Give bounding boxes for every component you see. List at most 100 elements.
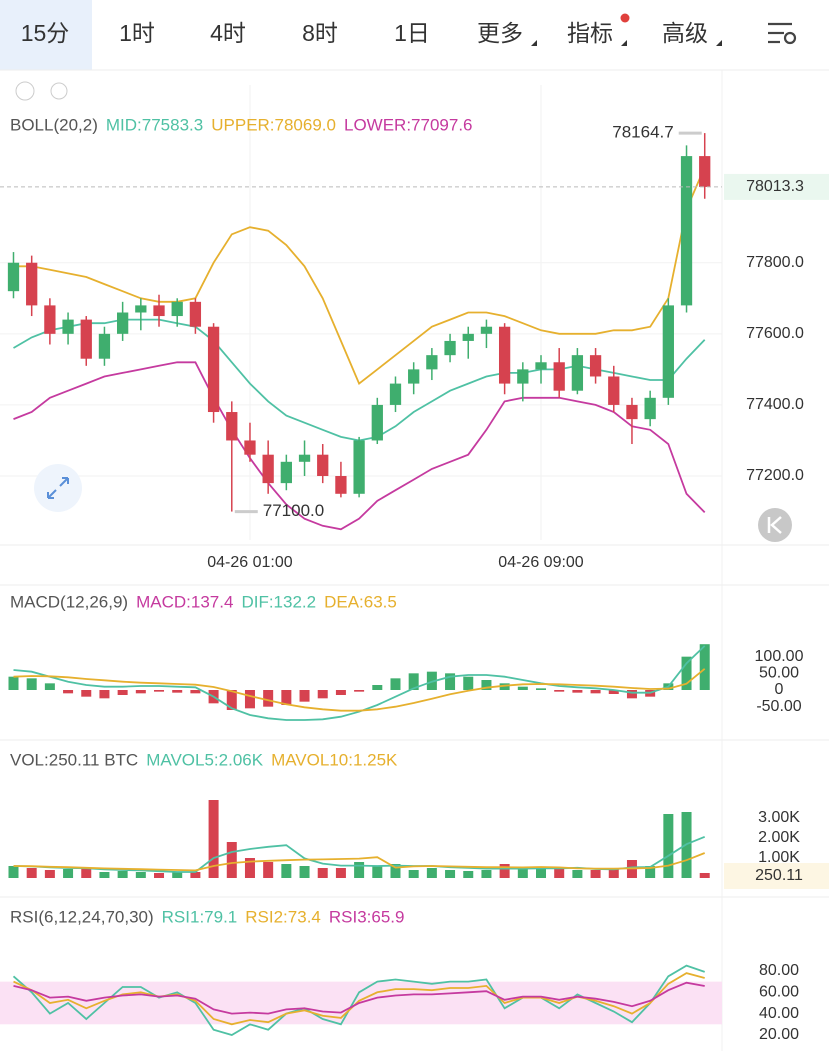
- candle-body: [371, 404, 383, 441]
- y-tick-label: 77200.0: [746, 467, 804, 484]
- expand-button[interactable]: [34, 464, 82, 512]
- legend-label: MAVOL10:1.25K: [271, 750, 398, 769]
- macd-bar: [8, 676, 19, 690]
- macd-bar: [81, 690, 92, 697]
- charts: 15分 1时 4时 8时 1日 更多 指标 高级 77200.0 77400.0 77600.0 77…: [0, 13, 829, 1043]
- candle-body: [62, 319, 74, 334]
- legend-label: RSI1:79.1: [162, 907, 238, 926]
- y-tick-label: 3.00K: [758, 809, 800, 826]
- macd-bar: [135, 690, 146, 694]
- y-tick-label: 77400.0: [746, 396, 804, 413]
- candle-body: [317, 454, 329, 477]
- settings-small-icon[interactable]: [50, 82, 68, 100]
- volume-bar: [499, 864, 510, 878]
- reset-button[interactable]: [758, 508, 792, 542]
- annotation-label: 78164.7: [612, 123, 673, 142]
- candle-body: [389, 383, 402, 405]
- volume-bar: [26, 868, 37, 878]
- volume-bar: [390, 864, 401, 878]
- candle-body: [480, 326, 493, 334]
- y-tick-label: 50.00: [759, 665, 799, 682]
- volume-bar: [481, 870, 492, 878]
- volume-bar: [135, 872, 146, 878]
- candle-body: [153, 305, 165, 317]
- tab[interactable]: 4时: [210, 20, 246, 46]
- candle-body: [116, 312, 129, 334]
- dropdown-caret: [621, 40, 627, 46]
- macd-bar: [44, 683, 55, 690]
- legend-label: MID:77583.3: [106, 115, 203, 134]
- candle-body: [26, 262, 38, 306]
- candle-body: [608, 376, 620, 405]
- macd-bar: [699, 644, 710, 690]
- settings-icon[interactable]: [768, 22, 797, 45]
- tab[interactable]: 指标: [567, 20, 613, 46]
- y-tick-label: 77600.0: [746, 325, 804, 342]
- y-tick-label: 77800.0: [746, 254, 804, 271]
- candle-body: [44, 305, 56, 334]
- macd-bar: [499, 683, 510, 690]
- legend-label: MAVOL5:2.06K: [146, 750, 264, 769]
- last-value-box: [724, 863, 829, 889]
- candle-body: [207, 326, 220, 413]
- candle-body: [80, 319, 92, 359]
- candle-body: [662, 305, 674, 398]
- candle-body: [589, 355, 602, 377]
- volume-bar: [426, 868, 437, 878]
- macd-bar: [481, 680, 492, 690]
- volume-bar: [663, 814, 674, 878]
- volume-bar: [699, 872, 710, 878]
- volume-bar: [572, 870, 583, 878]
- tab[interactable]: 1时: [119, 20, 155, 46]
- tab[interactable]: 高级: [662, 20, 708, 46]
- dropdown-caret: [716, 40, 722, 46]
- volume-bar: [8, 866, 19, 878]
- macd-bar: [554, 690, 565, 692]
- volume-bar: [463, 871, 474, 878]
- legend-label: LOWER:77097.6: [344, 115, 473, 134]
- macd-bar: [317, 690, 328, 699]
- macd-bar: [572, 690, 583, 693]
- candle-body: [189, 301, 202, 327]
- macd-bar: [590, 690, 601, 694]
- y-tick-label: 100.00: [755, 648, 804, 665]
- indicator-line: [13, 361, 706, 531]
- y-tick-label: 80.00: [759, 962, 799, 979]
- volume-bar: [117, 871, 128, 878]
- y-tick-label: 2.00K: [758, 829, 800, 846]
- tab[interactable]: 1日: [394, 20, 430, 46]
- macd-bar: [681, 656, 692, 690]
- tab[interactable]: 8时: [302, 20, 338, 46]
- macd-bar: [117, 690, 128, 695]
- volume-bar: [99, 872, 110, 878]
- collapse-icon[interactable]: [15, 81, 35, 101]
- tab[interactable]: 15分: [21, 20, 70, 46]
- volume-bar: [608, 869, 619, 878]
- volume-bar: [154, 873, 165, 878]
- legend-label: RSI2:73.4: [245, 907, 321, 926]
- volume-bar: [263, 862, 274, 878]
- candle-body: [280, 461, 292, 484]
- x-tick-label: 04-26 01:00: [207, 554, 293, 571]
- y-tick-label: 0: [775, 681, 784, 698]
- macd-bar: [335, 690, 346, 695]
- candle-body: [517, 369, 529, 384]
- candle-body: [7, 262, 20, 292]
- volume-bar: [645, 866, 656, 878]
- candle-body: [699, 156, 711, 187]
- candle-body: [171, 301, 183, 317]
- macd-bar: [226, 690, 237, 710]
- macd-bar: [26, 678, 37, 690]
- volume-bar: [172, 872, 183, 878]
- y-tick-label: -50.00: [756, 698, 801, 715]
- tab[interactable]: 更多: [477, 20, 523, 46]
- macd-bar: [517, 686, 528, 690]
- volume-bar: [354, 862, 365, 878]
- candle-body: [298, 454, 311, 462]
- macd-bar: [263, 690, 274, 707]
- indicator-line: [13, 318, 706, 442]
- volume-bar: [590, 870, 601, 878]
- indicator-line: [13, 645, 706, 721]
- volume-bar: [335, 868, 346, 878]
- candle-body: [353, 440, 365, 494]
